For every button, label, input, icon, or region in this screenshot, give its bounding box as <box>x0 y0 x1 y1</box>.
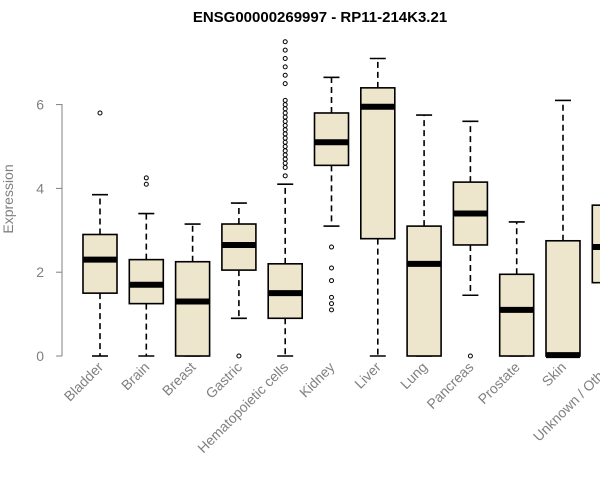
outlier-point <box>282 110 288 116</box>
outlier-point <box>282 97 288 103</box>
outlier-point <box>329 294 334 300</box>
iqr-box <box>82 233 118 294</box>
outlier-point <box>282 164 288 170</box>
outlier-point <box>282 39 288 45</box>
x-tick-label: Skin <box>539 359 570 390</box>
outlier-point <box>282 102 288 108</box>
outlier-point <box>282 47 288 53</box>
chart-title: ENSG00000269997 - RP11-214K3.21 <box>193 9 447 26</box>
outlier-point <box>236 353 242 359</box>
outlier-point <box>282 131 288 137</box>
box-group <box>174 223 211 357</box>
outlier-point <box>282 148 288 154</box>
box-group <box>221 202 257 359</box>
outlier-point <box>282 127 288 133</box>
box-group <box>406 114 442 357</box>
outlier-point <box>467 353 473 359</box>
box-group <box>359 57 396 357</box>
outlier-point <box>282 72 288 78</box>
iqr-box <box>591 204 600 284</box>
outlier-point <box>282 135 288 141</box>
outlier-point <box>282 139 288 145</box>
iqr-box <box>359 87 396 240</box>
outlier-point <box>282 156 288 162</box>
x-tick-label: Lung <box>397 359 430 392</box>
y-tick-label: 2 <box>36 264 44 280</box>
x-tick-label: Breast <box>159 359 199 399</box>
box-series <box>82 39 600 359</box>
outlier-point <box>329 244 334 250</box>
box-group <box>82 110 118 357</box>
outlier-point <box>329 278 334 284</box>
outlier-point <box>282 152 288 158</box>
box-group <box>313 76 350 313</box>
iqr-box <box>128 258 165 305</box>
x-tick-label: Pancreas <box>423 359 476 412</box>
outlier-point <box>329 301 334 307</box>
y-axis-ticks: 0 2 4 6 <box>36 97 62 364</box>
x-tick-label: Liver <box>351 359 384 392</box>
iqr-box <box>313 112 350 167</box>
outlier-point <box>97 110 103 116</box>
outlier-point <box>282 81 288 87</box>
x-tick-label: Gastric <box>202 359 245 402</box>
iqr-box <box>174 260 211 357</box>
y-tick-label: 0 <box>36 348 44 364</box>
outlier-point <box>282 173 288 179</box>
box-group <box>591 204 600 284</box>
x-tick-label: Prostate <box>475 359 523 407</box>
outlier-point <box>282 123 288 129</box>
x-tick-label: Bladder <box>61 359 107 405</box>
box-group <box>498 221 535 357</box>
y-axis-label: Expression <box>0 164 16 233</box>
iqr-box <box>406 225 442 357</box>
outlier-point <box>329 307 334 313</box>
y-tick-label: 6 <box>36 97 44 113</box>
box-group <box>267 39 304 357</box>
outlier-point <box>143 181 149 187</box>
box-group <box>128 175 165 357</box>
outlier-point <box>143 175 149 181</box>
iqr-box <box>498 273 535 357</box>
outlier-point <box>282 160 288 166</box>
outlier-point <box>282 64 288 70</box>
iqr-box <box>545 239 581 357</box>
outlier-point <box>282 118 288 124</box>
outlier-point <box>282 144 288 149</box>
x-tick-label: Kidney <box>296 359 338 401</box>
box-group <box>452 120 489 359</box>
box-group <box>545 99 581 359</box>
outlier-point <box>282 114 288 120</box>
outlier-point <box>282 106 288 112</box>
x-tick-label: Brain <box>118 359 152 393</box>
outlier-point <box>282 56 288 62</box>
outlier-point <box>329 265 334 271</box>
y-tick-label: 4 <box>36 180 44 196</box>
x-tick-label: Hematopoietic cells <box>194 359 291 456</box>
